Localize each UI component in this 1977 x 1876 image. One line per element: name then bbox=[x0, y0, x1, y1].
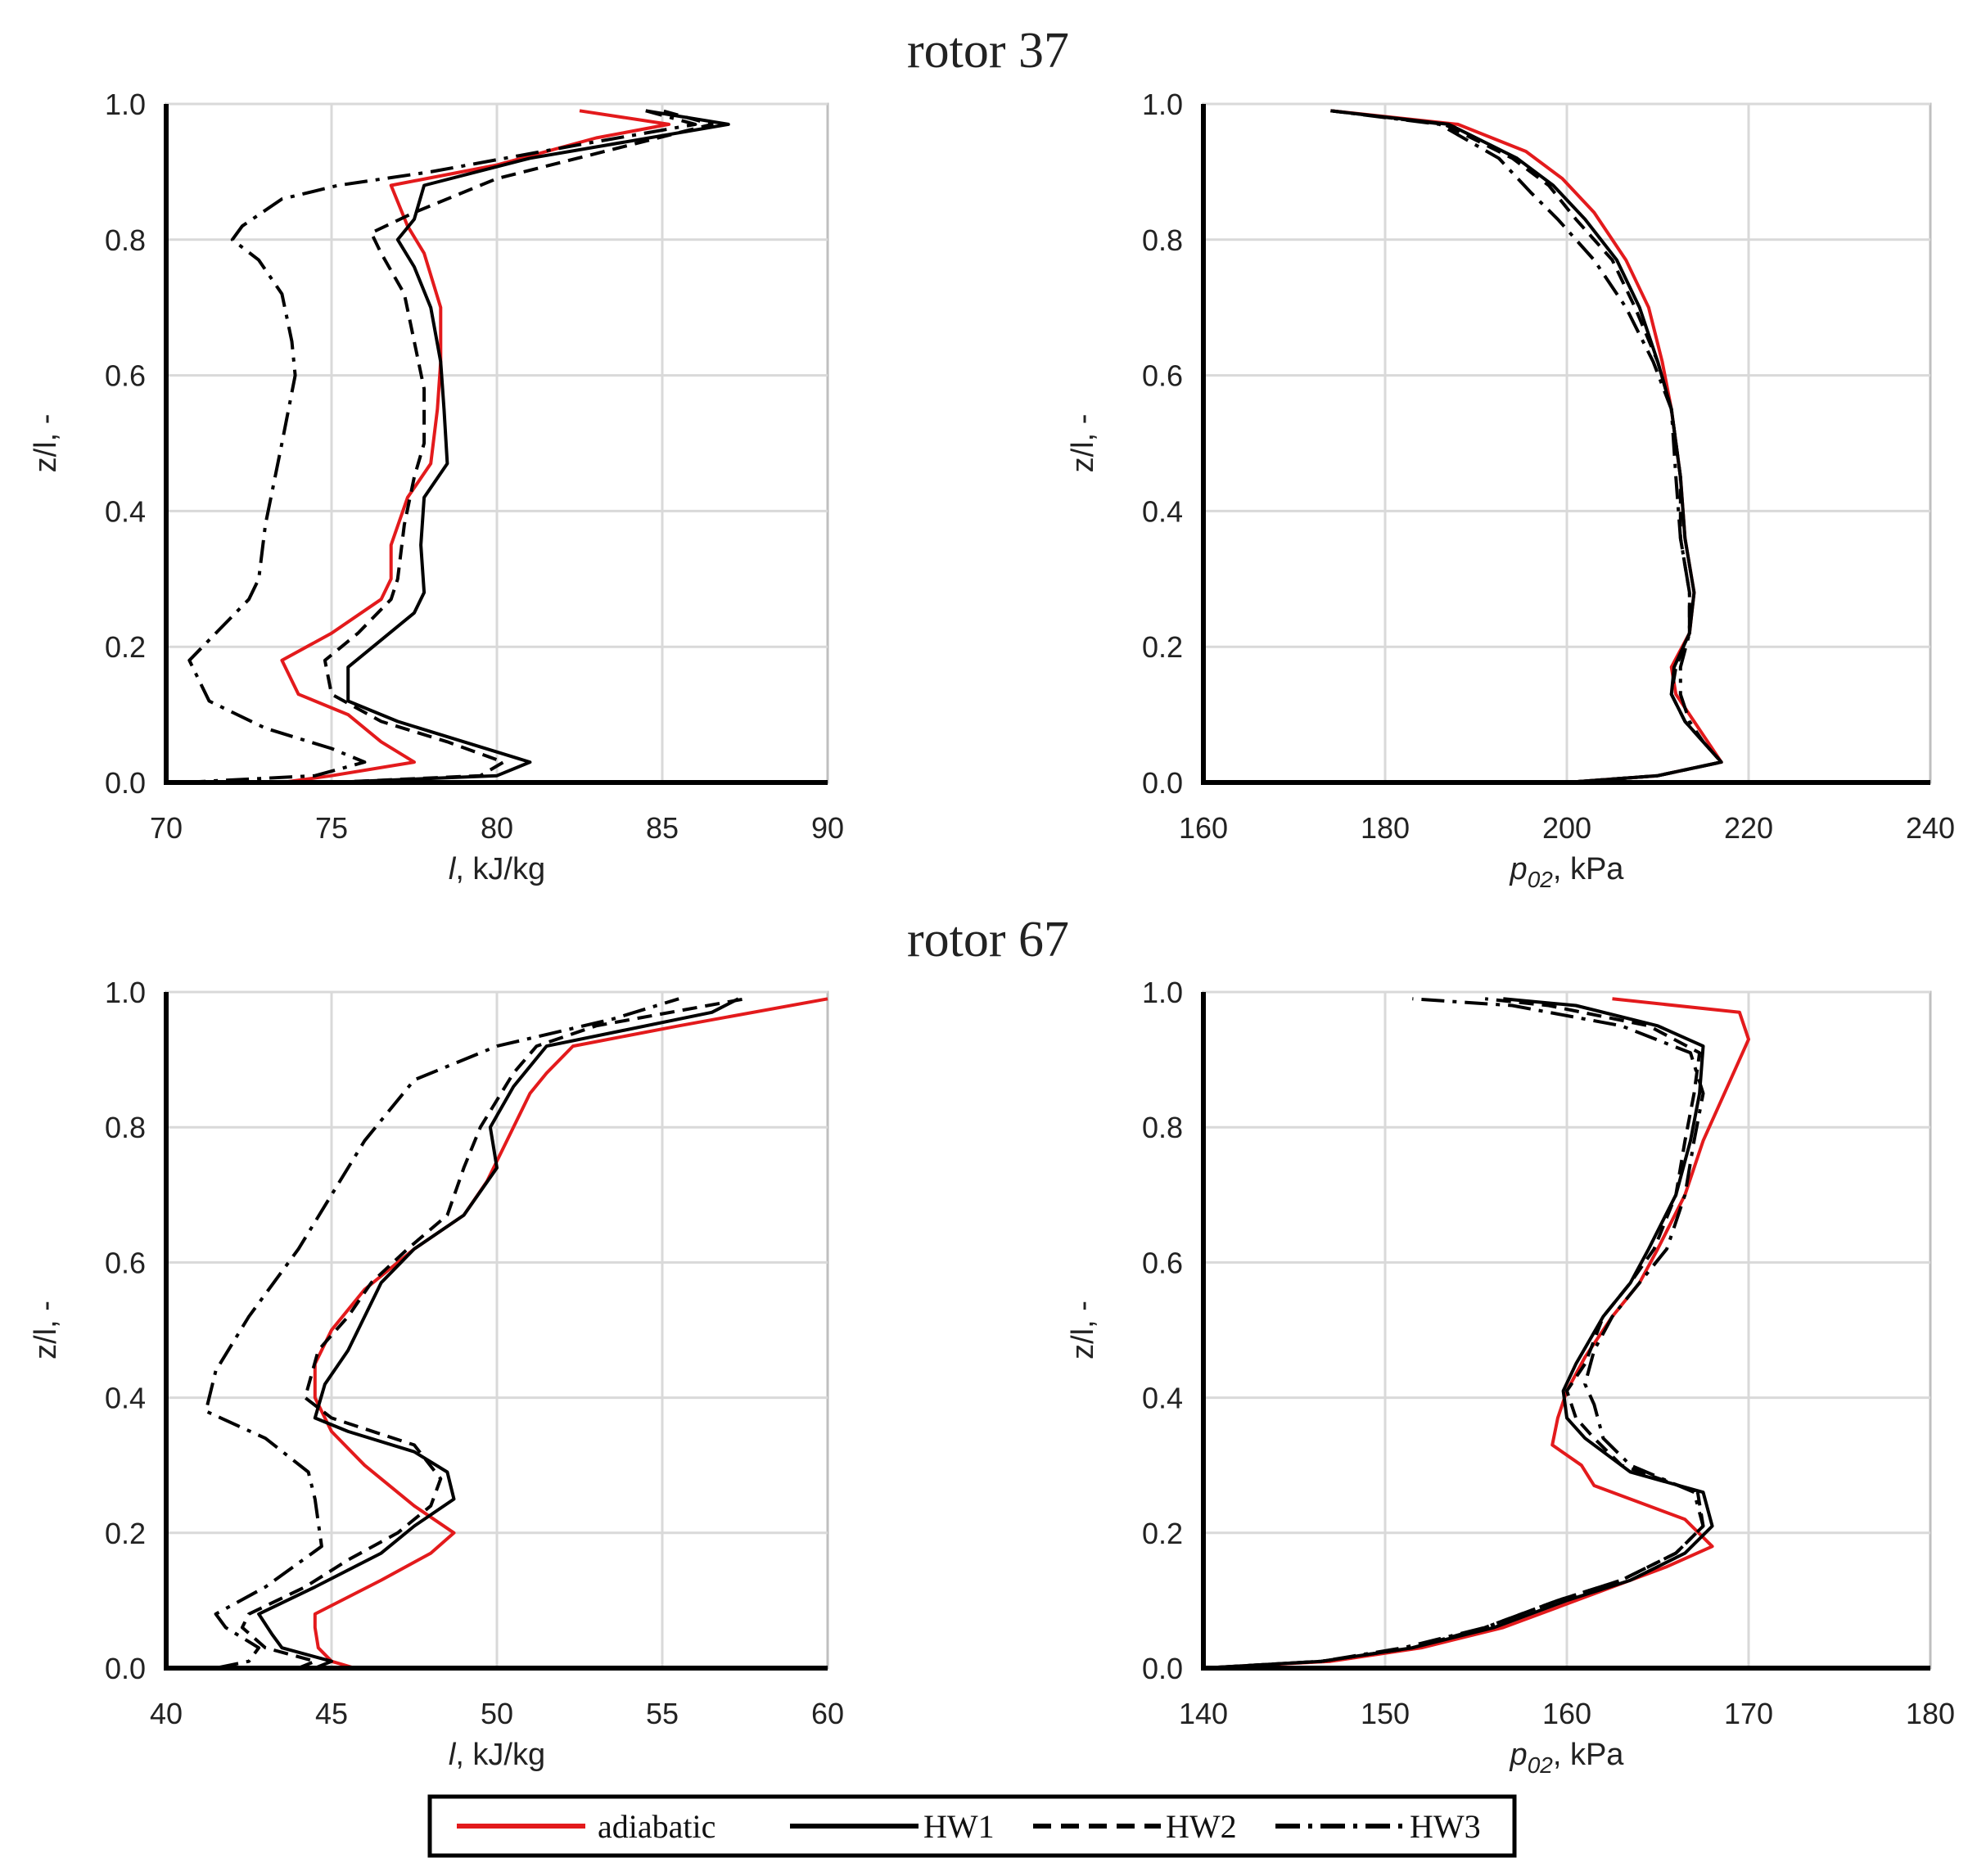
x-tick-label: 45 bbox=[315, 1697, 348, 1730]
legend-label-hw3: HW3 bbox=[1410, 1808, 1481, 1845]
legend: adiabatic HW1 HW2 HW3 bbox=[427, 1794, 1517, 1858]
y-tick-label: 1.0 bbox=[105, 88, 146, 121]
y-tick-label: 0.6 bbox=[105, 1246, 146, 1279]
x-axis-label: p02, kPa bbox=[1510, 1738, 1625, 1778]
series-line-hw3 bbox=[183, 109, 697, 784]
y-tick-label: 0.4 bbox=[1142, 1382, 1183, 1415]
y-tick-label: 0.2 bbox=[1142, 1517, 1183, 1550]
series-line-adiabatic bbox=[1203, 997, 1750, 1670]
series-line-hw3 bbox=[204, 997, 679, 1670]
panel-rotor67-pressure: 140 150 160 170 180 0.0 0.2 0.4 0.6 0.8 1.0 p02, kP… bbox=[1066, 976, 1955, 1778]
y-tick-label: 0.0 bbox=[1142, 766, 1183, 800]
x-tick-label: 70 bbox=[150, 811, 183, 845]
series-line-hw1 bbox=[331, 109, 730, 784]
y-tick-label: 0.8 bbox=[105, 223, 146, 257]
y-tick-label: 0.8 bbox=[1142, 1111, 1183, 1144]
panel-rotor37-pressure: 160 180 200 220 240 0.0 0.2 0.4 0.6 0.8 1.0 p02, kP… bbox=[1066, 88, 1955, 892]
x-axis-label: l, kJ/kg bbox=[449, 1738, 545, 1772]
series-line-hw2 bbox=[240, 997, 746, 1670]
y-tick-label: 0.0 bbox=[1142, 1652, 1183, 1685]
series-line-hw2 bbox=[323, 109, 714, 784]
x-tick-label: 80 bbox=[481, 811, 513, 845]
y-tick-label: 0.6 bbox=[1142, 1246, 1183, 1279]
y-tick-label: 0.2 bbox=[105, 630, 146, 664]
y-tick-label: 0.2 bbox=[1142, 630, 1183, 664]
x-tick-label: 200 bbox=[1542, 811, 1591, 845]
x-tick-label: 85 bbox=[646, 811, 679, 845]
series-line-adiabatic bbox=[313, 997, 828, 1670]
x-axis-label: l, kJ/kg bbox=[449, 852, 545, 886]
x-tick-label: 40 bbox=[150, 1697, 183, 1730]
series-line-hw3 bbox=[1330, 109, 1723, 784]
panel-rotor67-work: 40 45 50 55 60 0.0 0.2 0.4 0.6 0.8 1.0 l, kJ/kg z/l,… bbox=[29, 976, 844, 1772]
panel-rotor37-work: 70 75 80 85 90 0.0 0.2 0.4 0.6 0.8 1.0 l, kJ/kg z/l,… bbox=[29, 88, 844, 886]
group-title-rotor-37: rotor 37 bbox=[907, 23, 1069, 79]
y-tick-label: 0.8 bbox=[1142, 223, 1183, 257]
legend-box bbox=[427, 1794, 1517, 1858]
y-tick-label: 0.4 bbox=[1142, 494, 1183, 528]
series-line-hw2 bbox=[1203, 997, 1705, 1670]
y-tick-label: 0.8 bbox=[105, 1111, 146, 1144]
x-tick-label: 220 bbox=[1724, 811, 1773, 845]
x-tick-label: 180 bbox=[1361, 811, 1410, 845]
x-tick-label: 60 bbox=[811, 1697, 844, 1730]
legend-label-adiabatic: adiabatic bbox=[598, 1808, 715, 1845]
y-axis-label: z/l, - bbox=[29, 1301, 63, 1360]
series-line-hw1 bbox=[1330, 109, 1723, 784]
y-axis-label: z/l, - bbox=[1066, 414, 1100, 473]
x-tick-label: 180 bbox=[1906, 1697, 1955, 1730]
y-tick-label: 0.4 bbox=[105, 1382, 146, 1415]
x-tick-label: 160 bbox=[1542, 1697, 1591, 1730]
legend-label-hw1: HW1 bbox=[923, 1808, 995, 1845]
series-line-hw1 bbox=[1203, 997, 1714, 1670]
series-line-adiabatic bbox=[1330, 109, 1723, 784]
series-line-hw3 bbox=[1203, 997, 1705, 1670]
y-tick-label: 1.0 bbox=[105, 976, 146, 1009]
x-axis-label: p02, kPa bbox=[1510, 852, 1625, 892]
series-line-adiabatic bbox=[280, 109, 671, 784]
y-axis-label: z/l, - bbox=[1066, 1301, 1100, 1360]
x-tick-label: 55 bbox=[646, 1697, 679, 1730]
x-tick-label: 160 bbox=[1179, 811, 1228, 845]
y-tick-label: 0.4 bbox=[105, 494, 146, 528]
y-tick-label: 1.0 bbox=[1142, 976, 1183, 1009]
y-tick-label: 0.2 bbox=[105, 1517, 146, 1550]
y-tick-label: 0.6 bbox=[105, 359, 146, 393]
legend-label-hw2: HW2 bbox=[1166, 1808, 1237, 1845]
series-line-hw2 bbox=[1330, 109, 1723, 784]
x-tick-label: 90 bbox=[811, 811, 844, 845]
x-tick-label: 50 bbox=[481, 1697, 513, 1730]
x-tick-label: 150 bbox=[1361, 1697, 1410, 1730]
series-line-hw1 bbox=[257, 997, 739, 1670]
x-tick-label: 140 bbox=[1179, 1697, 1228, 1730]
x-tick-label: 75 bbox=[315, 811, 348, 845]
y-tick-label: 1.0 bbox=[1142, 88, 1183, 121]
y-axis-label: z/l, - bbox=[29, 414, 63, 473]
y-tick-label: 0.6 bbox=[1142, 359, 1183, 393]
y-tick-label: 0.0 bbox=[105, 1652, 146, 1685]
x-tick-label: 240 bbox=[1906, 811, 1955, 845]
y-tick-label: 0.0 bbox=[105, 766, 146, 800]
x-tick-label: 170 bbox=[1724, 1697, 1773, 1730]
group-title-rotor-67: rotor 67 bbox=[907, 912, 1069, 967]
